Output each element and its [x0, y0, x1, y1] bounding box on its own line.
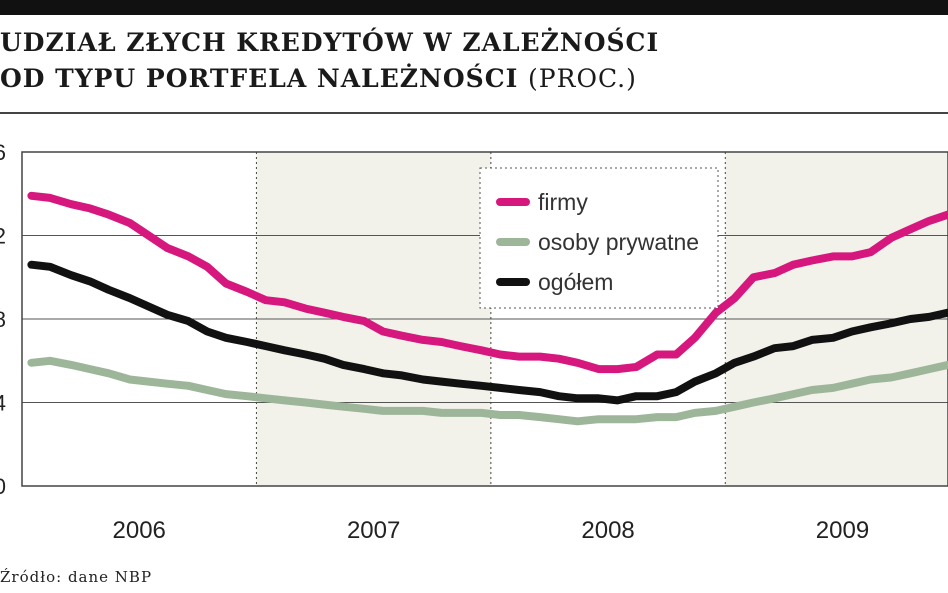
legend-label: firmy: [538, 189, 588, 215]
title-rule: [0, 112, 948, 114]
line-chart: 0 4 8 12 16 2006 2007 2008 2009 firmy osoby prywat…: [0, 140, 948, 544]
series-line-2: [27, 260, 948, 405]
chart-title-line2: OD TYPU PORTFELA NALEŻNOŚCI (PROC.): [0, 64, 637, 93]
x-tick-label: 2006: [113, 517, 166, 544]
y-tick-label: 0: [0, 474, 6, 499]
x-tick-label: 2008: [581, 517, 634, 544]
chart-title-unit: (PROC.): [528, 64, 637, 93]
x-tick-label: 2009: [816, 517, 869, 544]
chart-title-main: OD TYPU PORTFELA NALEŻNOŚCI: [0, 64, 519, 93]
source-note: Źródło: dane NBP: [0, 568, 153, 586]
y-tick-label: 12: [0, 224, 6, 249]
y-tick-label: 8: [0, 307, 6, 332]
legend-label: osoby prywatne: [538, 229, 699, 255]
x-tick-label: 2007: [347, 517, 400, 544]
series-line-0: [27, 191, 948, 374]
y-tick-label: 4: [0, 391, 6, 416]
series-line-1: [27, 356, 948, 426]
legend-label: ogółem: [538, 269, 613, 295]
chart-title-line1: UDZIAŁ ZŁYCH KREDYTÓW W ZALEŻNOŚCI: [0, 28, 660, 57]
top-band: [0, 0, 948, 15]
y-tick-label: 16: [0, 140, 6, 165]
plot-frame: [21, 151, 948, 487]
